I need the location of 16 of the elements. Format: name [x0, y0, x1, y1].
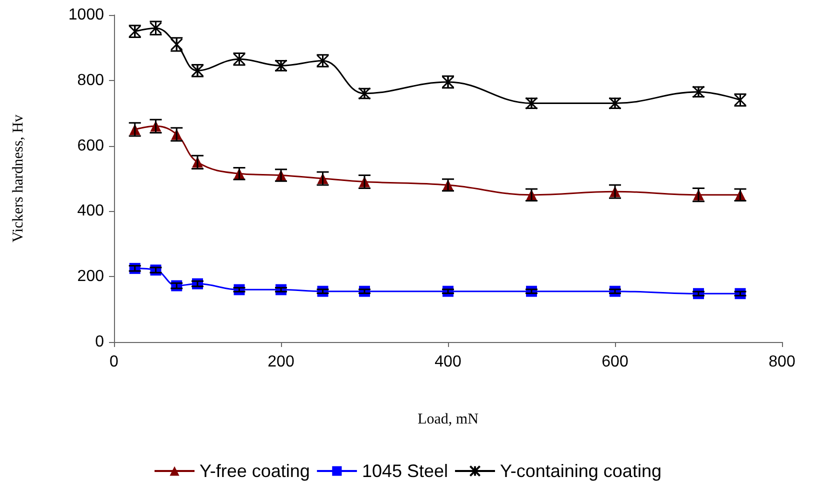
y-tick-label: 400 — [77, 202, 104, 220]
x-tick-label: 0 — [110, 354, 119, 370]
y-tick-label: 1000 — [68, 6, 104, 24]
legend-label: Y-containing coating — [500, 461, 662, 481]
x-tick-label: 600 — [602, 354, 628, 370]
legend-label: Y-free coating — [200, 461, 310, 481]
x-axis-title: Load, mN — [418, 412, 479, 428]
x-tick-label: 800 — [768, 354, 796, 370]
x-tick-label: 400 — [434, 354, 462, 370]
y-tick-label: 200 — [77, 268, 104, 286]
y-axis-title: Vickers hardness, Hv — [10, 114, 26, 242]
y-tick-label: 800 — [77, 72, 104, 89]
y-tick-label: 600 — [77, 137, 104, 154]
x-tick-label: 200 — [268, 354, 294, 370]
legend-label: 1045 Steel — [362, 461, 448, 481]
y-tick-label: 0 — [95, 334, 104, 350]
